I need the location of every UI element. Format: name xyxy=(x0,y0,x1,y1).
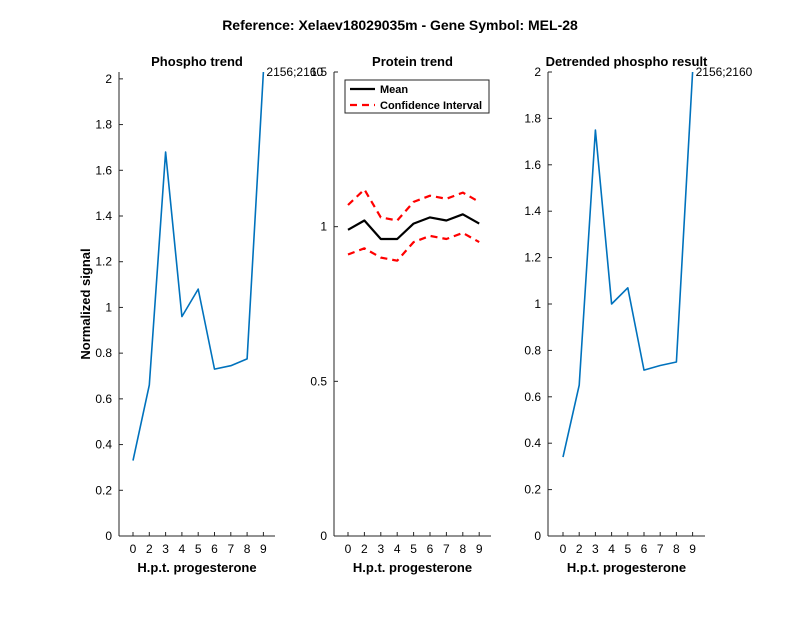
data-point-annotation: 2156;2160 xyxy=(696,65,753,79)
x-tick-label: 0 xyxy=(345,542,352,556)
x-axis-label: H.p.t. progesterone xyxy=(353,560,472,575)
x-tick-label: 8 xyxy=(673,542,680,556)
y-tick-label: 0.5 xyxy=(310,374,327,388)
panel-title: Phospho trend xyxy=(151,54,243,69)
figure-title: Reference: Xelaev18029035m - Gene Symbol… xyxy=(222,17,578,33)
x-tick-label: 8 xyxy=(459,542,466,556)
x-tick-label: 2 xyxy=(361,542,368,556)
y-tick-label: 0 xyxy=(534,529,541,543)
y-tick-label: 1.8 xyxy=(95,118,112,132)
y-tick-label: 0.2 xyxy=(95,483,112,497)
x-tick-label: 5 xyxy=(195,542,202,556)
y-tick-label: 1.6 xyxy=(95,163,112,177)
y-tick-label: 1.4 xyxy=(524,204,541,218)
x-tick-label: 4 xyxy=(394,542,401,556)
x-tick-label: 4 xyxy=(608,542,615,556)
x-tick-label: 0 xyxy=(130,542,137,556)
y-axis-label: Normalized signal xyxy=(78,248,93,359)
x-tick-label: 8 xyxy=(244,542,251,556)
x-axis-label: H.p.t. progesterone xyxy=(567,560,686,575)
x-tick-label: 6 xyxy=(641,542,648,556)
y-tick-label: 2 xyxy=(105,72,112,86)
y-tick-label: 2 xyxy=(534,65,541,79)
x-tick-label: 0 xyxy=(560,542,567,556)
x-tick-label: 5 xyxy=(410,542,417,556)
confidence-interval-series-line xyxy=(347,231,480,262)
data-series-line xyxy=(562,71,694,458)
y-tick-label: 0.8 xyxy=(95,346,112,360)
y-tick-label: 0 xyxy=(320,529,327,543)
x-tick-label: 9 xyxy=(476,542,483,556)
data-series-line xyxy=(132,71,265,461)
legend-ci-label: Confidence Interval xyxy=(380,100,482,112)
x-tick-label: 6 xyxy=(427,542,434,556)
x-tick-label: 3 xyxy=(377,542,384,556)
y-tick-label: 0.4 xyxy=(95,438,112,452)
y-tick-label: 0.6 xyxy=(95,392,112,406)
y-tick-label: 1 xyxy=(320,220,327,234)
y-tick-label: 1.2 xyxy=(524,251,541,265)
y-tick-label: 0.8 xyxy=(524,343,541,357)
x-tick-label: 7 xyxy=(443,542,450,556)
x-tick-label: 2 xyxy=(576,542,583,556)
panel-title: Protein trend xyxy=(372,54,453,69)
y-tick-label: 0.6 xyxy=(524,390,541,404)
x-tick-label: 7 xyxy=(227,542,234,556)
y-tick-label: 1.4 xyxy=(95,209,112,223)
x-tick-label: 2 xyxy=(146,542,153,556)
x-tick-label: 7 xyxy=(657,542,664,556)
panel-title: Detrended phospho result xyxy=(546,54,708,69)
x-tick-label: 9 xyxy=(689,542,696,556)
x-tick-label: 6 xyxy=(211,542,218,556)
x-axis-label: H.p.t. progesterone xyxy=(137,560,256,575)
y-tick-label: 0.2 xyxy=(524,483,541,497)
legend-box xyxy=(344,79,490,114)
confidence-interval-series-line xyxy=(347,188,480,222)
mean-series-line xyxy=(347,213,480,241)
y-tick-label: 1 xyxy=(105,300,112,314)
x-tick-label: 4 xyxy=(179,542,186,556)
data-point-annotation: 2156;2160 xyxy=(266,65,323,79)
y-tick-label: 1 xyxy=(534,297,541,311)
legend-mean-label: Mean xyxy=(380,84,408,96)
x-tick-label: 3 xyxy=(162,542,169,556)
x-tick-label: 9 xyxy=(260,542,267,556)
y-tick-label: 0.4 xyxy=(524,436,541,450)
x-tick-label: 3 xyxy=(592,542,599,556)
y-tick-label: 1.6 xyxy=(524,158,541,172)
y-tick-label: 0 xyxy=(105,529,112,543)
y-tick-label: 1.5 xyxy=(310,65,327,79)
y-tick-label: 1.8 xyxy=(524,111,541,125)
x-tick-label: 5 xyxy=(624,542,631,556)
y-tick-label: 1.2 xyxy=(95,255,112,269)
